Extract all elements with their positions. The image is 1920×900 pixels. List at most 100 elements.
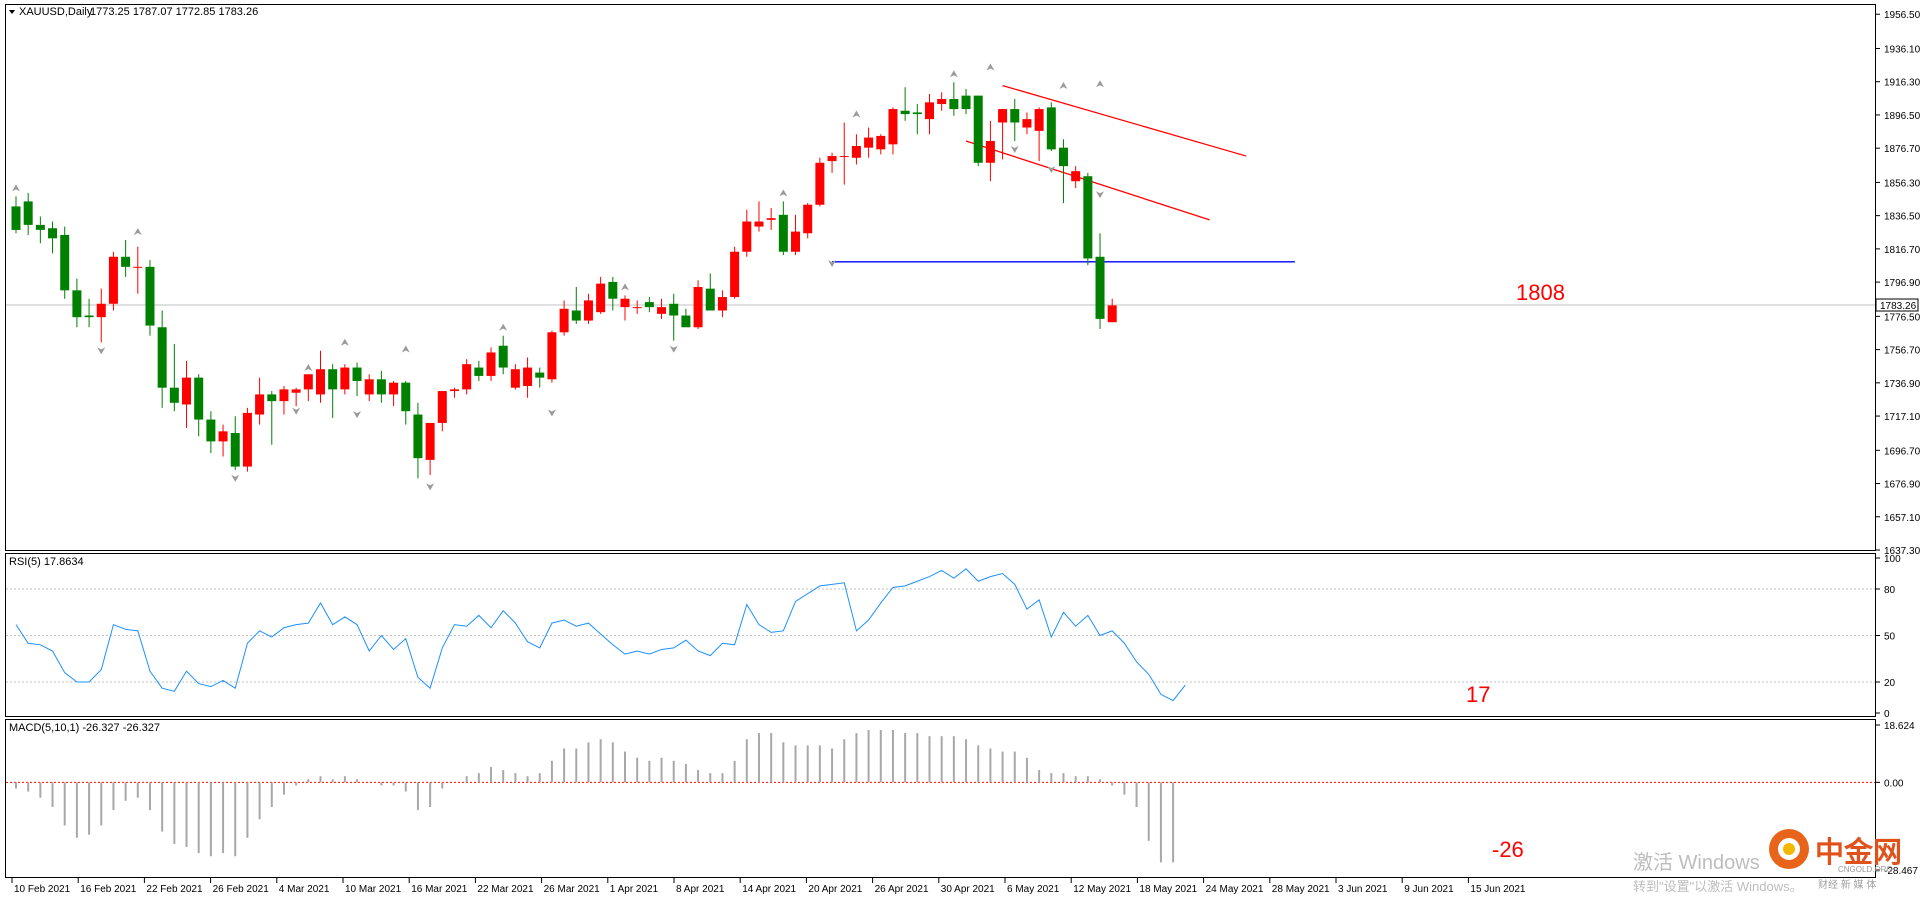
macd-header: MACD(5,10,1) -26.327 -26.327 [9,722,160,734]
date-tick-label: 24 May 2021 [1206,884,1264,895]
macd-annotation: -26 [1492,837,1524,862]
candlestick-series [11,82,1117,479]
candle [267,391,277,445]
candle [389,380,399,407]
date-tick-label: 6 May 2021 [1007,884,1060,895]
price-tick-label: 1896.50 [1884,111,1920,122]
rsi-annotation: 17 [1466,682,1490,707]
fractal-down-icon [1010,145,1019,153]
fractal-up-icon [340,338,349,346]
current-price-tag: 1783.26 [1875,298,1919,312]
candle [523,357,533,398]
macd-tick-label: -28.467 [1884,866,1918,877]
activate-windows-title: 激活 Windows [1633,852,1760,874]
brand-name: 中金网 [1815,837,1903,869]
date-tick-label: 26 Feb 2021 [213,884,270,895]
candle [766,208,776,230]
price-tick-label: 1876.70 [1884,144,1920,155]
candle [644,297,654,313]
fractal-markers [12,63,1105,491]
candle [1010,98,1020,141]
fractal-up-icon [12,184,20,192]
price-tick-label: 1836.50 [1884,212,1920,223]
date-tick-label: 1 Apr 2021 [610,884,659,895]
candle [1034,107,1044,162]
candle [620,295,630,321]
candle [328,364,338,418]
candle [352,362,362,397]
price-tick-label: 1676.90 [1884,480,1920,491]
candle [449,387,459,398]
fractal-up-icon [1059,81,1068,89]
fractal-down-icon [292,407,301,415]
candle [242,407,252,472]
candle [157,310,167,408]
brand-url: CNGOLD.ORG [1838,865,1893,874]
rsi-tick-label: 80 [1884,585,1896,596]
fractal-down-icon [1096,191,1105,199]
candle [754,201,764,232]
price-tick-label: 1796.90 [1884,278,1920,289]
price-tick-label: 1637.30 [1884,546,1920,557]
date-tick-label: 16 Mar 2021 [411,884,468,895]
candle [693,280,703,329]
date-tick-label: 8 Apr 2021 [676,884,725,895]
candle [35,216,45,244]
price-tick-label: 1657.10 [1884,513,1920,524]
rsi-header: RSI(5) 17.8634 [9,556,84,568]
price-tick-label: 1696.70 [1884,446,1920,457]
price-tick-label: 1936.10 [1884,44,1920,55]
rsi-line [15,568,1186,702]
date-tick-label: 22 Mar 2021 [477,884,534,895]
rsi-tick-label: 0 [1884,709,1890,720]
candle [681,308,691,328]
fractal-down-icon [547,409,556,417]
candle [255,377,265,425]
candle [425,422,435,475]
candle [96,288,106,343]
fractal-up-icon [401,345,410,353]
candle [486,347,496,381]
candle [145,260,155,336]
candle [462,359,472,395]
brand-tagline: 财经 新 媒 体 [1818,880,1877,891]
date-tick-label: 10 Mar 2021 [345,884,402,895]
symbol-menu-icon[interactable] [9,10,15,14]
candle [973,95,983,167]
candle [1095,233,1105,329]
candle [876,134,886,155]
candle [364,374,374,402]
date-tick-label: 20 Apr 2021 [808,884,862,895]
candle [937,92,947,111]
symbol-header: XAUUSD,Daily [19,6,93,18]
price-tick-label: 1736.90 [1884,379,1920,390]
date-tick-label: 16 Feb 2021 [80,884,137,895]
candle [900,87,910,121]
price-tick-label: 1756.70 [1884,346,1920,357]
candle [84,298,94,328]
candle [1083,172,1093,266]
fractal-down-icon [353,411,362,419]
candle [925,93,934,135]
fractal-down-icon [1047,166,1056,174]
fractal-up-icon [304,363,313,371]
rsi-axis: 0 20 50 80 100 [6,554,1901,720]
candle [1071,166,1081,188]
candle [218,424,228,457]
fractal-up-icon [949,70,958,78]
macd-tick-label: 18.624 [1884,721,1915,732]
candle [657,298,667,319]
fractal-down-icon [669,345,678,353]
candle [11,196,21,234]
channel-upper-line [1002,84,1247,157]
candle [1058,139,1068,204]
candle [413,402,423,479]
candle [985,120,995,182]
main-panel-frame [5,4,1876,551]
fractal-down-icon [97,347,106,355]
price-tick-label: 1816.70 [1884,245,1920,256]
price-tick-label: 1717.10 [1884,412,1920,423]
candle [961,88,971,115]
rsi-tick-label: 100 [1884,554,1901,565]
date-tick-label: 3 Jun 2021 [1338,884,1388,895]
